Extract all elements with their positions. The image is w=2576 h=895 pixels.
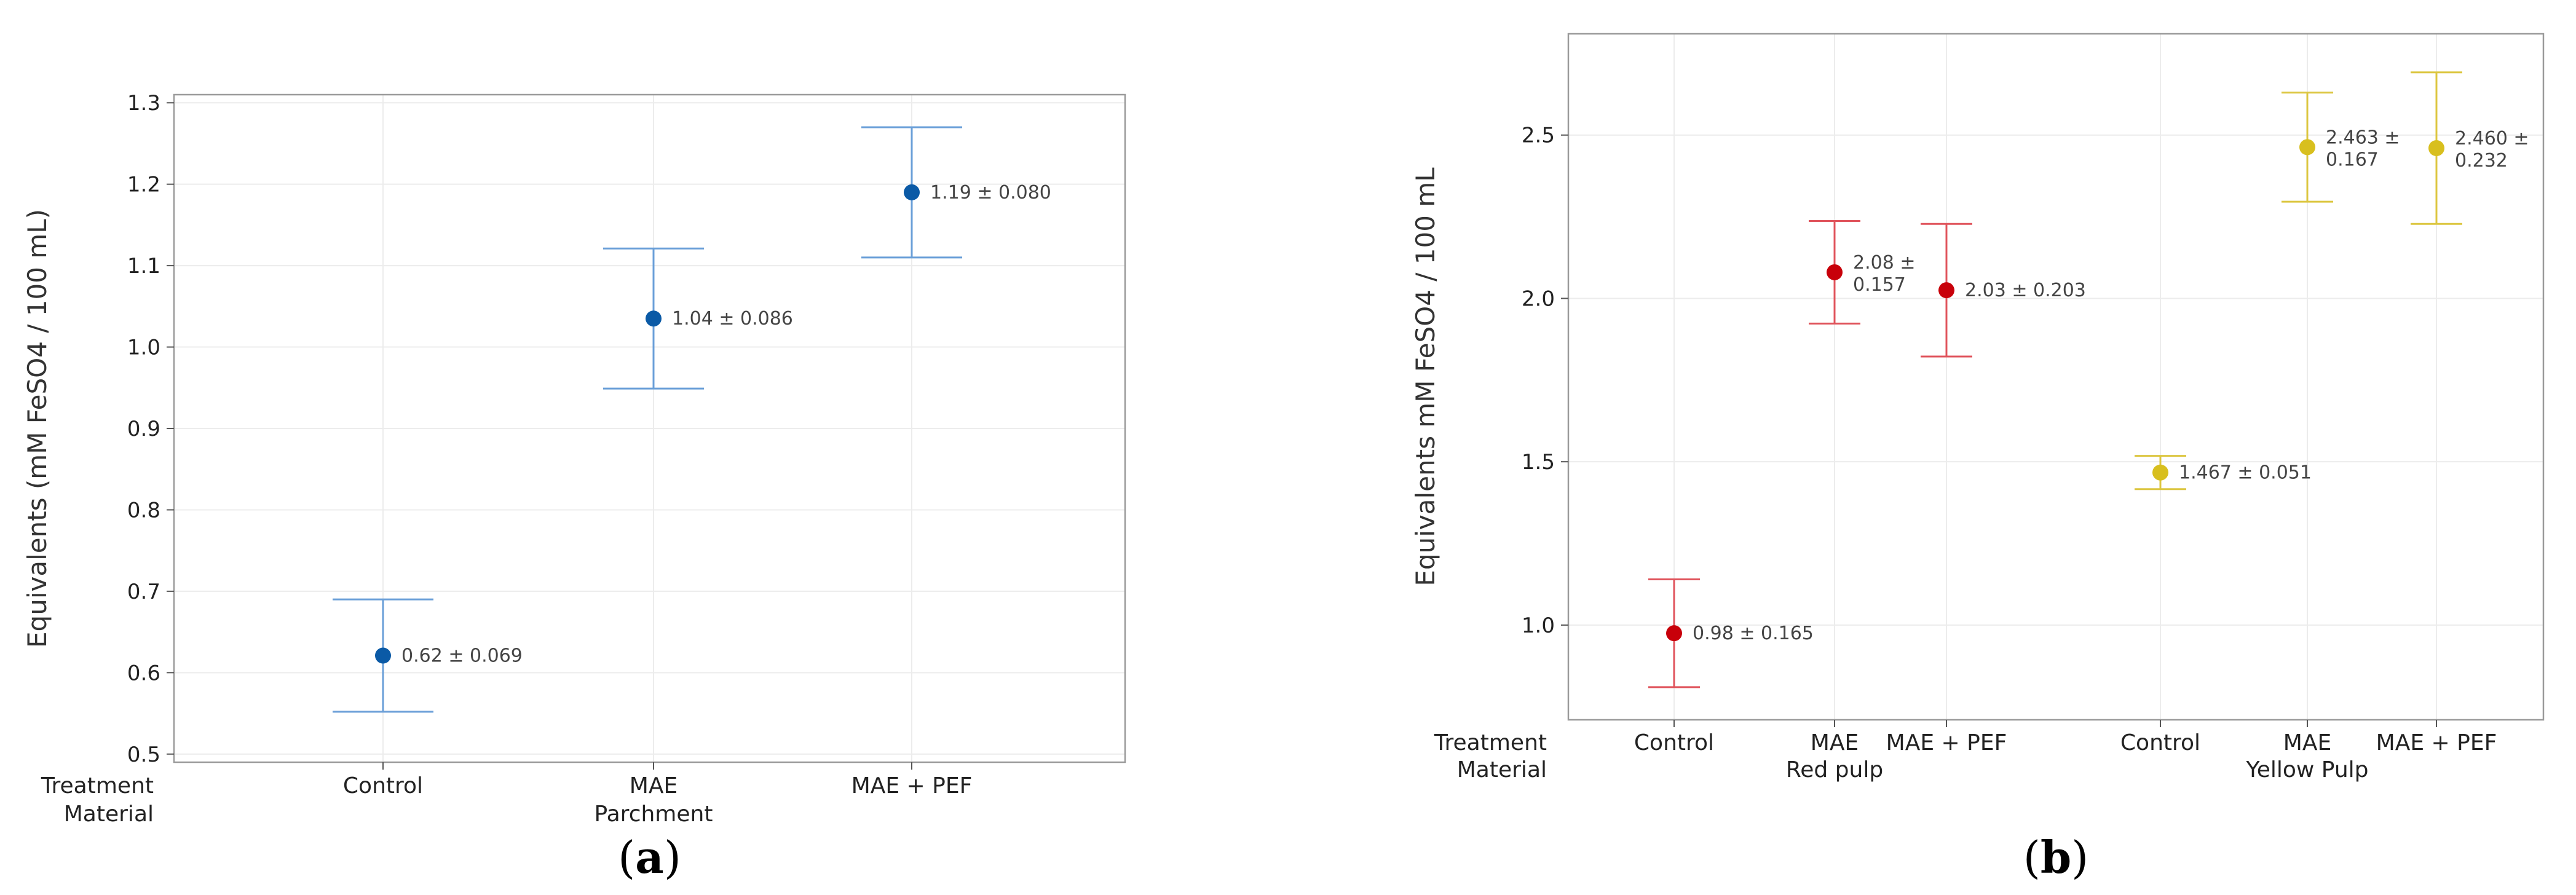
data-label: 0.232	[2455, 150, 2508, 172]
row-label-material: Material	[64, 802, 154, 827]
y-tick-label: 0.6	[127, 661, 160, 685]
material-label: Parchment	[595, 802, 713, 827]
data-point-group: 1.04 ± 0.086	[603, 247, 793, 390]
data-point	[375, 647, 391, 664]
data-point-group: 1.467 ± 0.051	[2135, 455, 2312, 491]
data-point	[1938, 282, 1954, 299]
y-tick-label: 0.8	[127, 498, 160, 522]
data-label: 1.467 ± 0.051	[2179, 462, 2312, 484]
material-label: Red pulp	[1786, 757, 1883, 783]
treatment-label: MAE	[1811, 730, 1859, 755]
data-point-group: 2.03 ± 0.203	[1921, 223, 2086, 358]
data-point	[2299, 139, 2315, 156]
y-axis-title: Equivalents (mM FeSO4 / 100 mL)	[22, 209, 52, 648]
treatment-label: MAE	[630, 773, 678, 798]
treatment-label: MAE + PEF	[851, 773, 973, 798]
chart-panel-a: 0.5 0.6 0.7 0.8 0.9 1.0 1.1 1.2 1.3 Equivalents (…	[22, 91, 1126, 883]
chart-panel-b: 1.0 1.5 2.0 2.5 Equivalents mM FeSO4 / 100 m…	[1410, 33, 2545, 883]
data-point-group: 0.98 ± 0.165	[1648, 578, 1814, 688]
y-tick-label: 1.3	[127, 91, 160, 116]
data-point	[1827, 264, 1843, 280]
plot-frame	[1567, 33, 2545, 721]
y-tick-label: 1.1	[127, 254, 160, 278]
data-label: 0.98 ± 0.165	[1693, 623, 1814, 644]
data-label: 0.167	[2326, 149, 2379, 170]
y-tick-label: 1.5	[1522, 450, 1555, 475]
treatment-label: MAE + PEF	[1886, 730, 2007, 755]
data-label: 1.19 ± 0.080	[930, 182, 1051, 203]
treatment-label: Control	[1634, 730, 1714, 755]
treatment-label: MAE + PEF	[2376, 730, 2497, 755]
panel-label: (b)	[2023, 831, 2089, 883]
row-label-treatment: Treatment	[1434, 730, 1547, 755]
data-label: 2.08 ±	[1853, 252, 1915, 274]
material-label: Yellow Pulp	[2245, 757, 2368, 783]
data-point	[646, 310, 662, 327]
treatment-label: Control	[2120, 730, 2200, 755]
y-tick-label: 0.9	[127, 417, 160, 441]
y-tick-label: 2.0	[1522, 286, 1555, 311]
data-label: 2.03 ± 0.203	[1965, 280, 2086, 301]
y-tick-label: 1.2	[127, 173, 160, 197]
data-label: 0.157	[1853, 274, 1906, 296]
data-point-group: 2.460 ±0.232	[2411, 71, 2529, 225]
panel-label: (a)	[618, 831, 681, 883]
data-label: 1.04 ± 0.086	[672, 308, 793, 329]
data-point	[2152, 464, 2168, 481]
data-label: 0.62 ± 0.069	[401, 645, 523, 667]
row-label-treatment: Treatment	[41, 773, 154, 798]
data-point-group: 0.62 ± 0.069	[333, 598, 523, 713]
data-point-group: 2.463 ±0.167	[2282, 92, 2400, 203]
data-label: 2.460 ±	[2455, 128, 2529, 149]
data-point	[2428, 140, 2444, 156]
y-tick-label: 1.0	[127, 336, 160, 360]
y-tick-label: 0.7	[127, 580, 160, 604]
data-point	[904, 184, 920, 200]
treatment-label: MAE	[2283, 730, 2331, 755]
data-point	[1666, 625, 1682, 642]
data-point-group: 1.19 ± 0.080	[861, 126, 1051, 259]
data-point-group: 2.08 ±0.157	[1809, 220, 1915, 325]
row-label-material: Material	[1457, 757, 1547, 783]
y-tick-label: 1.0	[1522, 613, 1555, 638]
data-label: 2.463 ±	[2326, 127, 2400, 148]
y-tick-label: 2.5	[1522, 124, 1555, 148]
treatment-label: Control	[343, 773, 423, 798]
y-axis-title: Equivalents mM FeSO4 / 100 mL	[1410, 167, 1440, 586]
y-tick-label: 0.5	[127, 743, 160, 767]
